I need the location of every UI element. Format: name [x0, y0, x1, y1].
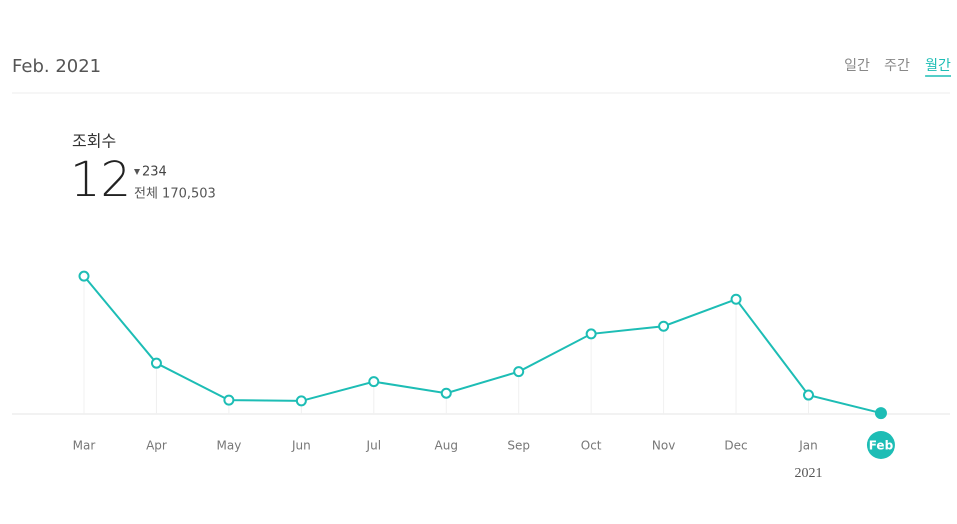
period-title: Feb. 2021 [12, 56, 101, 77]
x-tick-label: Nov [652, 439, 675, 453]
year-label: 2021 [795, 466, 823, 481]
x-tick-label: Aug [435, 439, 458, 453]
x-tick-label: Mar [73, 439, 96, 453]
selected-bg [866, 431, 895, 459]
tab[interactable]: 월간 [925, 58, 951, 74]
down-arrow [134, 169, 140, 175]
x-tick-label: Feb [869, 439, 894, 453]
x-tick-label: Sep [507, 439, 530, 453]
point [658, 320, 670, 332]
stat-total: 전체 170,503 [134, 187, 216, 202]
stat-change: 234 [142, 165, 167, 180]
point [78, 270, 90, 282]
point [440, 387, 452, 399]
x-tick-label: Oct [581, 439, 602, 453]
point [368, 376, 380, 388]
x-tick-label: Jan [798, 439, 818, 453]
point [150, 357, 162, 369]
x-tick-label: Dec [724, 439, 747, 453]
line [83, 275, 882, 415]
x-tick-label: Jul [366, 439, 381, 453]
point [585, 328, 597, 340]
point [803, 389, 814, 401]
x-tick-label: Apr [146, 439, 167, 453]
point [223, 394, 235, 406]
stat-value: 12 [70, 152, 131, 208]
x-tick-label: Jun [291, 439, 311, 453]
x-tick-label: May [216, 439, 241, 453]
point [513, 366, 525, 378]
stat-label: 조회수 [72, 132, 116, 151]
point [874, 407, 887, 420]
point [295, 395, 307, 407]
point [730, 293, 742, 305]
tab[interactable]: 주간 [884, 58, 910, 74]
tab[interactable]: 일간 [844, 58, 870, 74]
